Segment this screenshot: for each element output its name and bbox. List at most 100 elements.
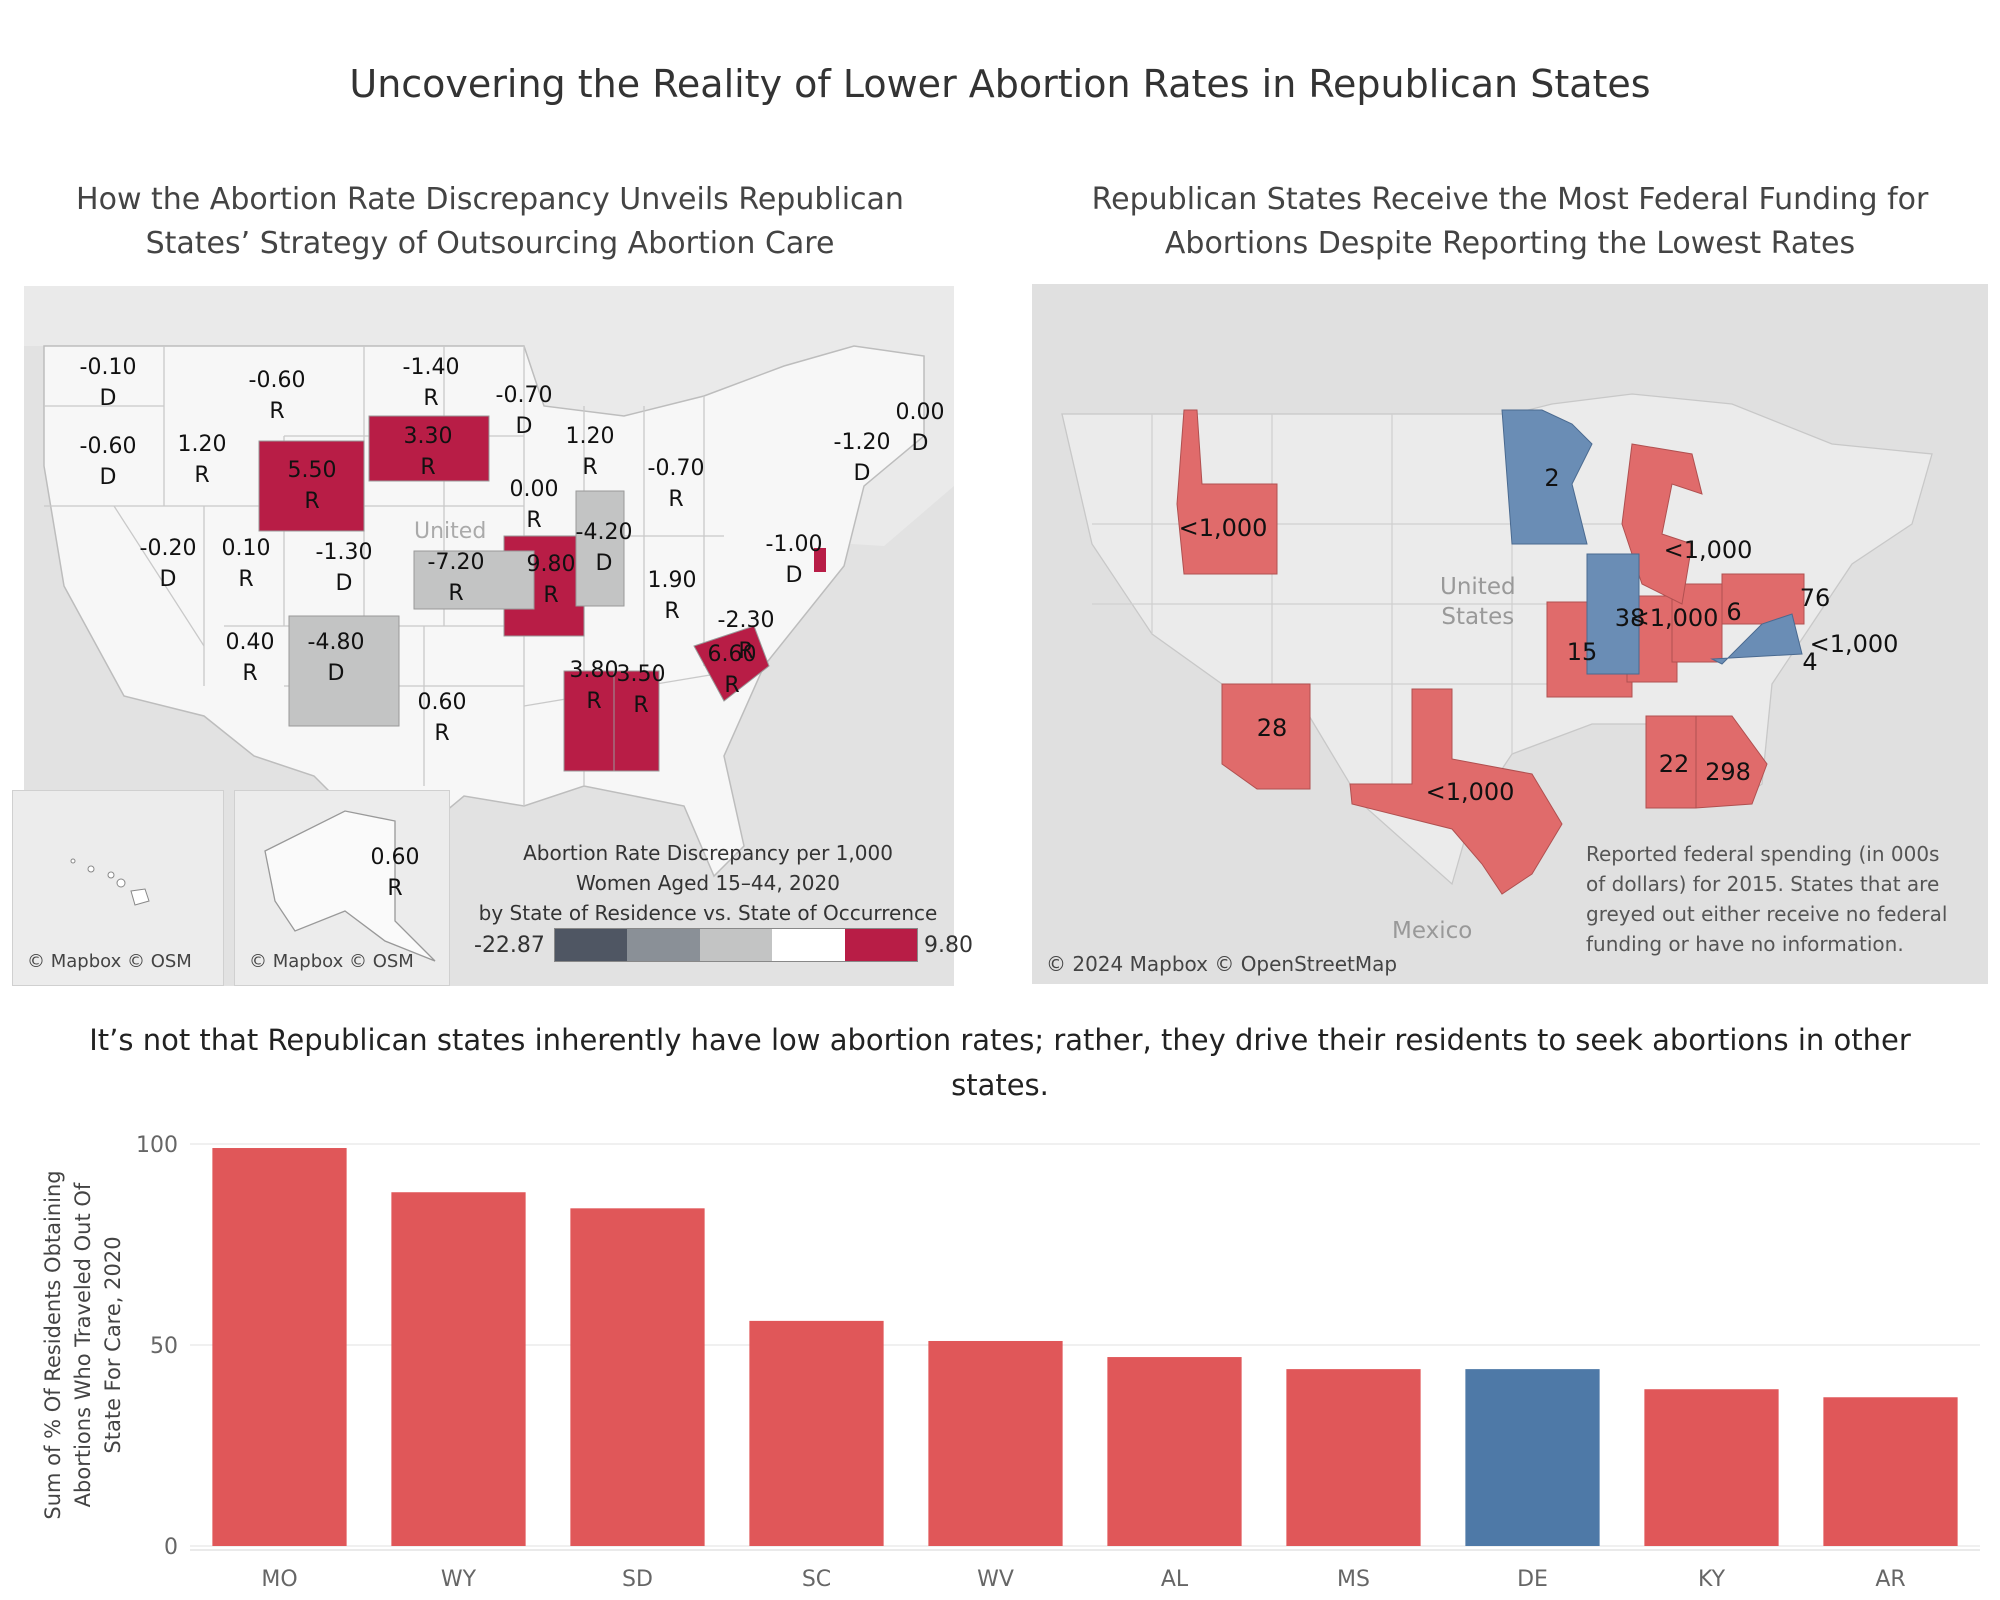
funding-label: 4: [1802, 648, 1818, 676]
mapbox-credit: © 2024 Mapbox © OpenStreetMap: [1046, 952, 1398, 976]
x-tick-label: SC: [802, 1567, 831, 1592]
legend-swatch: [555, 929, 628, 961]
funding-label: 38: [1614, 604, 1646, 632]
state-label: -1.30 D: [315, 540, 373, 596]
bar-mo[interactable]: [212, 1148, 347, 1546]
state-label: 0.60 R: [417, 690, 467, 746]
x-tick-label: AL: [1161, 1567, 1189, 1592]
bar-wy[interactable]: [391, 1192, 526, 1546]
x-tick-label: AR: [1875, 1567, 1905, 1592]
alaska-credit: © Mapbox © OSM: [249, 951, 414, 972]
funding-label: <1,000: [1178, 514, 1268, 542]
state-label: 3.30 R: [403, 424, 453, 480]
bar-sd[interactable]: [570, 1208, 705, 1546]
legend-title-line2: Women Aged 15–44, 2020: [576, 871, 840, 895]
x-tick-label: KY: [1698, 1567, 1726, 1592]
state-label: -1.00 D: [765, 532, 823, 588]
x-tick-label: SD: [622, 1567, 653, 1592]
legend-title-line1: Abortion Rate Discrepancy per 1,000: [523, 841, 893, 865]
out-of-state-bar-chart: Sum of % Of Residents Obtaining Abortions…: [41, 1133, 1980, 1592]
x-tick-label: DE: [1517, 1567, 1548, 1592]
state-label: -1.40 R: [402, 355, 460, 411]
x-tick-label: WY: [441, 1567, 477, 1592]
state-label: 0.00 D: [895, 400, 945, 456]
state-label: -4.20 D: [575, 520, 633, 576]
bar-sc[interactable]: [749, 1320, 884, 1546]
state-label: 1.20 R: [565, 424, 615, 480]
state-label: 0.00 R: [509, 477, 559, 533]
state-label: 5.50 R: [287, 458, 337, 514]
funding-label: 298: [1705, 758, 1751, 786]
bar-wv[interactable]: [928, 1340, 1063, 1546]
alaska-shape: [264, 810, 436, 962]
state-label: -0.10 D: [79, 355, 137, 411]
funding-label: <1,000: [1629, 604, 1719, 632]
state-label: 6.60 R: [707, 642, 757, 698]
y-axis-label-line: Sum of % Of Residents Obtaining: [41, 1170, 65, 1519]
bar-de[interactable]: [1465, 1369, 1600, 1546]
funding-label: 76: [1799, 584, 1831, 612]
legend-swatch: [627, 929, 700, 961]
legend-title-line3: by State of Residence vs. State of Occur…: [478, 901, 938, 925]
funding-label: <1,000: [1663, 536, 1753, 564]
legend-max: 9.80: [924, 933, 973, 958]
funding-label: 2: [1544, 464, 1560, 492]
country-label: United: [414, 519, 487, 544]
y-axis-label: Sum of % Of Residents Obtaining Abortions…: [41, 1170, 125, 1519]
state-label: -4.80 D: [307, 630, 365, 686]
right-subtitle-line1: Republican States Receive the Most Feder…: [1091, 182, 1929, 217]
state-label: -1.20 D: [833, 430, 891, 486]
funding-label: 22: [1658, 750, 1690, 778]
state-label: 0.10 R: [221, 536, 271, 592]
funding-label: <1,000: [1809, 630, 1899, 658]
x-tick-labels: MO WY SD SC WV AL MS DE KY AR: [261, 1567, 1905, 1592]
hawaii-inset[interactable]: © Mapbox © OSM: [12, 790, 224, 986]
state-label: 0.40 R: [225, 630, 275, 686]
funding-note: Reported federal spending (in 000s of do…: [1586, 842, 1948, 956]
funding-label: 15: [1566, 638, 1598, 666]
state-label: -7.20 R: [427, 550, 485, 606]
alaska-inset[interactable]: 0.60 R © Mapbox © OSM: [234, 790, 450, 986]
funding-map[interactable]: United States Mexico 2 <1,000 <1,000 38 <…: [1032, 284, 1988, 984]
discrepancy-map[interactable]: United -0.10 D -0.60 R -1.40 R -0.70 D -0.60…: [24, 286, 954, 986]
legend-swatch: [772, 929, 845, 961]
funding-label: 28: [1256, 714, 1288, 742]
state-label: 3.80 R: [569, 658, 619, 714]
bar-ky[interactable]: [1644, 1389, 1779, 1546]
legend-color-scale: [554, 928, 918, 962]
state-label: 1.20 R: [177, 432, 227, 488]
y-tick-labels: 0 50 100: [136, 1133, 178, 1560]
narrative-line2: states.: [951, 1068, 1049, 1102]
x-tick-label: WV: [977, 1567, 1014, 1592]
mexico-label: Mexico: [1392, 918, 1473, 944]
dashboard-title: Uncovering the Reality of Lower Abortion…: [349, 62, 1651, 106]
narrative-line1: It’s not that Republican states inherent…: [89, 1023, 1911, 1057]
y-tick-label: 50: [150, 1334, 178, 1359]
state-label: 1.90 R: [647, 568, 697, 624]
state-label: 9.80 R: [526, 552, 576, 608]
legend-min: -22.87: [474, 933, 545, 958]
state-label: -0.60 D: [79, 434, 137, 490]
bars: [212, 1148, 1958, 1546]
state-label: -2.30 R: [717, 608, 775, 664]
funding-map-svg: [1032, 284, 1988, 984]
state-label: -0.70 R: [647, 456, 705, 512]
legend-swatch: [844, 929, 918, 961]
x-tick-label: MS: [1337, 1567, 1370, 1592]
state-label: -0.20 D: [139, 536, 197, 592]
legend-swatch: [699, 929, 773, 961]
bar-ar[interactable]: [1823, 1397, 1958, 1546]
x-tick-label: MO: [261, 1567, 297, 1592]
right-subtitle-line2: Abortions Despite Reporting the Lowest R…: [1164, 226, 1856, 261]
hawaii-islands: [70, 858, 150, 906]
narrative-text: It’s not that Republican states inherent…: [0, 1018, 2000, 1108]
y-tick-label: 0: [164, 1535, 178, 1560]
state-label: -0.70 D: [495, 383, 553, 439]
funding-label: 6: [1726, 598, 1742, 626]
hawaii-credit: © Mapbox © OSM: [27, 951, 192, 972]
left-subtitle-line2: States’ Strategy of Outsourcing Abortion…: [145, 226, 835, 261]
bar-al[interactable]: [1107, 1357, 1242, 1546]
bar-ms[interactable]: [1286, 1369, 1421, 1546]
left-map-subtitle: How the Abortion Rate Discrepancy Unveil…: [30, 178, 950, 266]
y-axis-label-line: Abortions Who Traveled Out Of: [71, 1182, 95, 1507]
